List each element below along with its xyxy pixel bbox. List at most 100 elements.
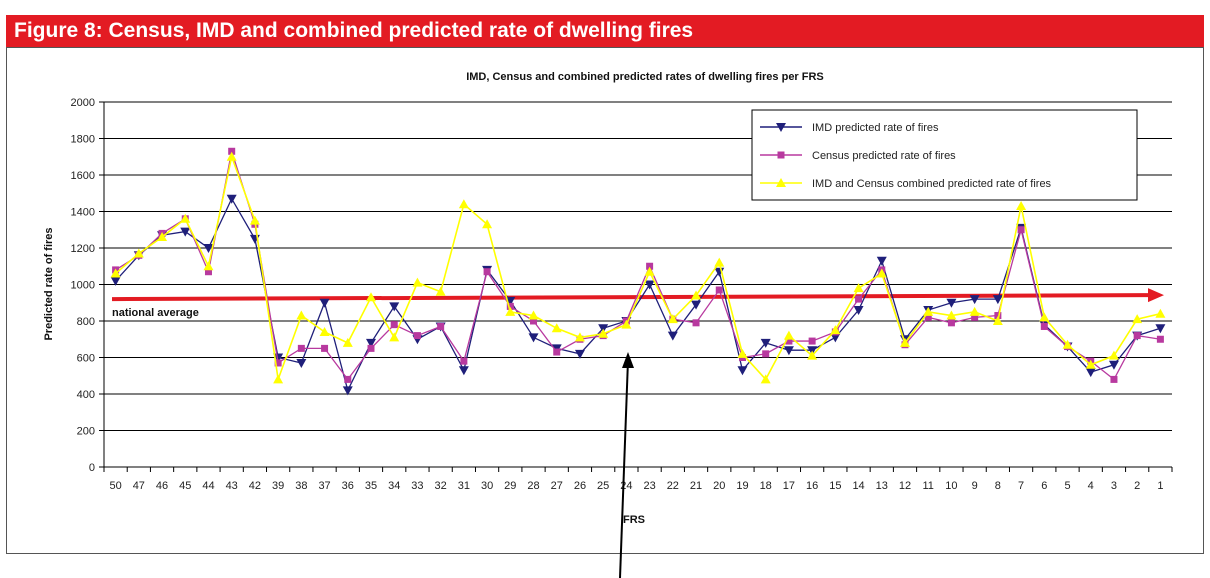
data-point: [853, 306, 864, 316]
x-tick-label: 15: [829, 480, 841, 492]
data-point: [646, 262, 654, 270]
x-tick-label: 12: [899, 480, 911, 492]
data-point: [297, 344, 305, 352]
data-point: [296, 358, 307, 368]
data-point: [342, 337, 353, 347]
data-point: [553, 348, 561, 356]
data-point: [435, 286, 446, 296]
data-point: [621, 319, 632, 329]
x-tick-label: 24: [620, 480, 632, 492]
x-tick-label: 39: [272, 480, 284, 492]
figure-title-banner: Figure 8: Census, IMD and combined predi…: [6, 15, 1204, 47]
data-point: [389, 332, 400, 342]
data-point: [1039, 312, 1050, 322]
data-point: [946, 298, 957, 308]
x-tick-label: 34: [388, 480, 400, 492]
data-point: [760, 338, 771, 348]
data-point: [667, 331, 678, 341]
x-tick-label: 42: [249, 480, 261, 492]
national-average-label: national average: [112, 307, 199, 319]
x-tick-label: 36: [342, 480, 354, 492]
x-tick-label: 2: [1134, 480, 1140, 492]
data-point: [900, 337, 910, 347]
data-point: [762, 350, 770, 358]
data-point: [413, 332, 421, 340]
data-point: [876, 256, 887, 266]
data-point: [110, 268, 121, 278]
x-tick-label: 28: [527, 480, 539, 492]
data-point: [551, 323, 562, 333]
data-point: [482, 219, 493, 229]
data-point: [1155, 324, 1166, 334]
x-tick-label: 3: [1111, 480, 1117, 492]
data-point: [644, 266, 655, 276]
data-point: [458, 199, 469, 209]
data-point: [715, 286, 723, 294]
data-point: [737, 366, 748, 376]
data-point: [412, 277, 423, 287]
data-point: [321, 344, 329, 352]
data-point: [971, 313, 979, 321]
data-point: [367, 344, 375, 352]
x-tick-label: 13: [876, 480, 888, 492]
x-tick-label: 46: [156, 480, 168, 492]
data-point: [667, 314, 678, 324]
series-line: [115, 153, 1161, 381]
y-tick-label: 1600: [71, 170, 95, 182]
y-tick-label: 600: [77, 353, 95, 365]
data-point: [1085, 368, 1096, 378]
data-point: [876, 268, 887, 278]
data-point: [994, 312, 1002, 320]
data-point: [691, 300, 702, 310]
x-tick-label: 38: [295, 480, 307, 492]
x-tick-label: 22: [667, 480, 679, 492]
data-point: [785, 337, 793, 345]
y-tick-label: 1800: [71, 134, 95, 146]
data-point: [1108, 350, 1119, 360]
data-point: [1156, 335, 1164, 343]
data-point: [946, 310, 957, 320]
national-average-arrowhead: [1148, 288, 1164, 303]
data-point: [1110, 375, 1118, 383]
y-tick-label: 800: [77, 316, 95, 328]
data-point: [691, 290, 702, 300]
y-tick-label: 400: [77, 389, 95, 401]
data-point: [853, 283, 864, 293]
data-point: [1133, 332, 1141, 340]
data-point: [530, 317, 538, 325]
x-tick-label: 7: [1018, 480, 1024, 492]
figure-title: Figure 8: Census, IMD and combined predi…: [14, 19, 694, 42]
data-point: [1016, 201, 1027, 211]
data-point: [389, 302, 400, 312]
axes: [99, 101, 1173, 472]
data-point: [737, 348, 748, 358]
data-point: [1017, 226, 1025, 234]
data-point: [574, 332, 585, 342]
legend-entry: IMD predicted rate of fires: [812, 122, 939, 134]
series-1: [110, 194, 1166, 396]
x-axis-label: FRS: [623, 514, 645, 526]
x-tick-label: 6: [1041, 480, 1047, 492]
x-tick-label: 50: [109, 480, 121, 492]
grid-lines: [104, 101, 1172, 431]
data-point: [528, 333, 539, 343]
data-point: [1040, 322, 1048, 330]
legend-entry: IMD and Census combined predicted rate o…: [812, 178, 1052, 190]
x-tick-label: 16: [806, 480, 818, 492]
data-point: [969, 306, 980, 316]
data-point: [808, 337, 816, 345]
y-tick-label: 200: [77, 426, 95, 438]
x-tick-label: 20: [713, 480, 725, 492]
data-point: [342, 386, 353, 396]
x-tick-label: 25: [597, 480, 609, 492]
data-point: [273, 374, 284, 384]
x-tick-label: 18: [760, 480, 772, 492]
x-tick-label: 17: [783, 480, 795, 492]
data-point: [180, 213, 191, 223]
data-point: [366, 338, 376, 348]
x-tick-label: 43: [226, 480, 238, 492]
data-point: [274, 359, 282, 367]
data-point: [344, 375, 352, 383]
x-tick-label: 37: [318, 480, 330, 492]
